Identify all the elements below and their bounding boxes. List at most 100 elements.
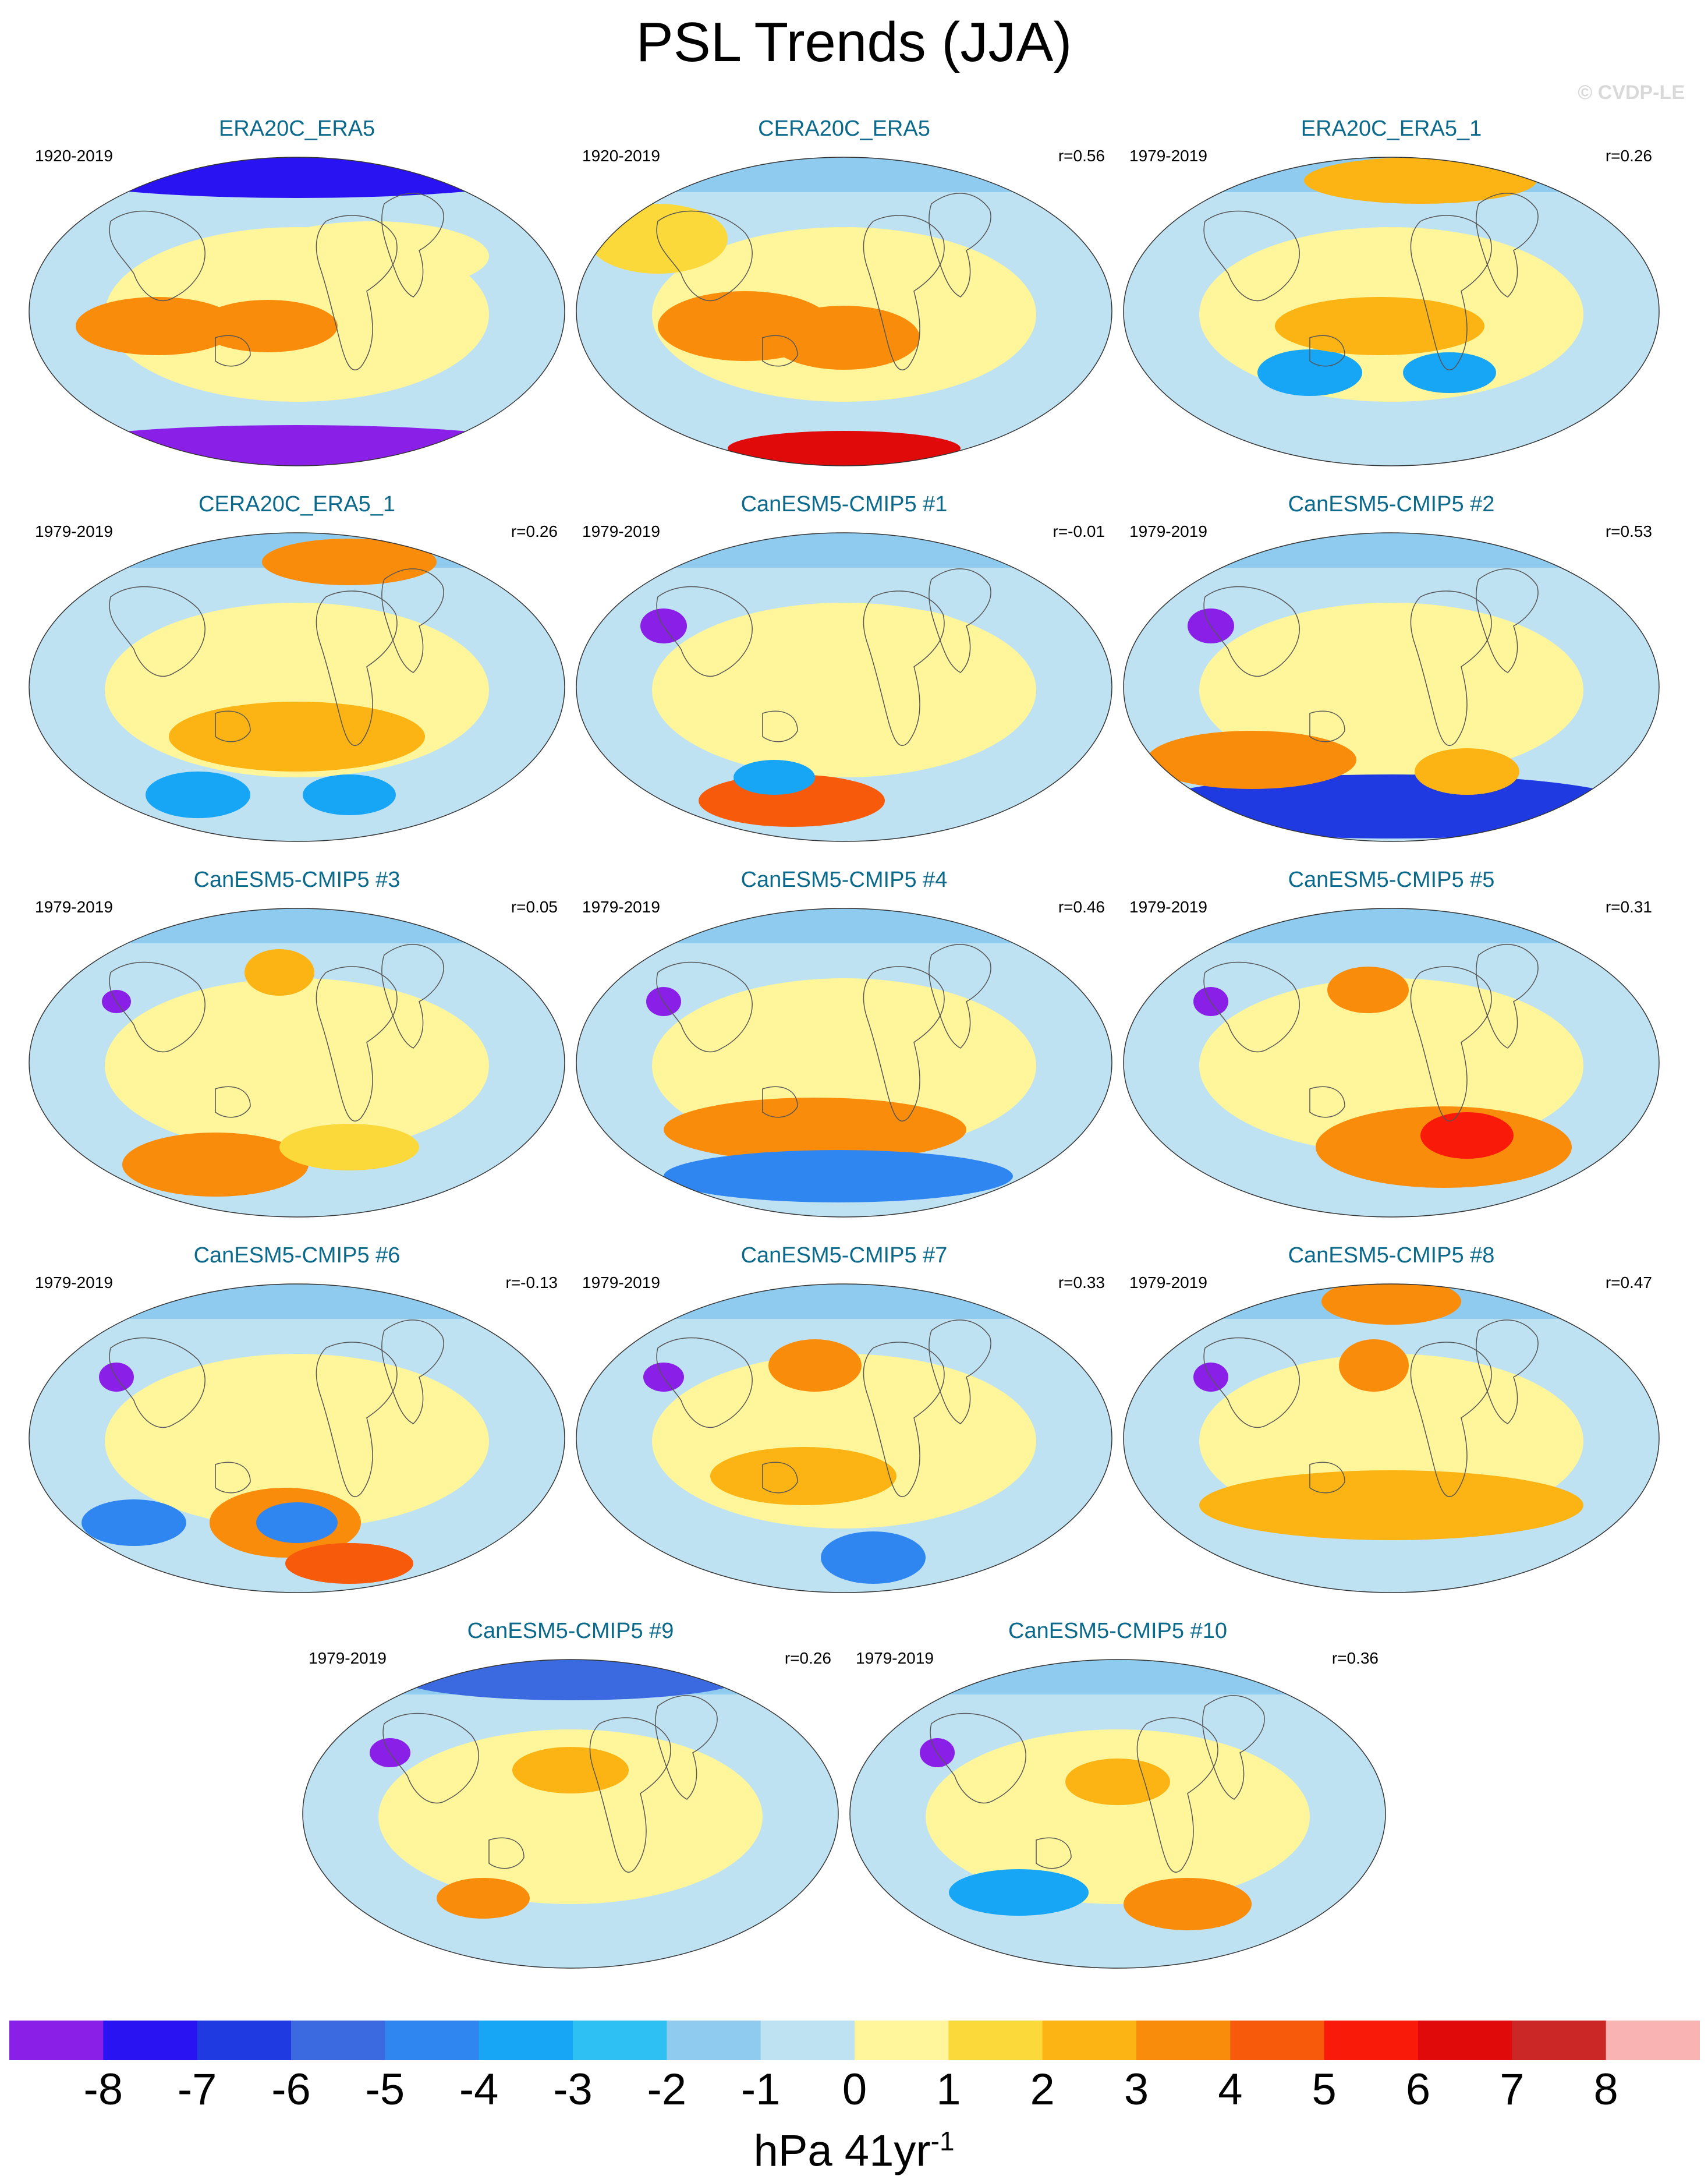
- colorbar-tick-label: 7: [1500, 2065, 1525, 2114]
- map-panel: CanESM5-CMIP5 #9 1979-2019 r=0.26: [297, 1619, 844, 1974]
- trend-anomaly: [1147, 774, 1636, 838]
- colorbar-swatch: [573, 2021, 667, 2060]
- map-outline: [1123, 532, 1660, 842]
- trend-anomaly: [827, 608, 966, 655]
- panel-years: 1979-2019: [582, 898, 660, 916]
- panel-correlation: r=0.26: [1605, 147, 1652, 165]
- map-panel: ERA20C_ERA5_1 1979-2019 r=0.26: [1118, 116, 1665, 472]
- coastline: [656, 210, 753, 302]
- trend-anomaly: [1124, 1878, 1252, 1930]
- units-label: hPa 41yr: [753, 2126, 931, 2176]
- panel-years: 1979-2019: [35, 898, 113, 916]
- trend-anomaly: [1065, 1759, 1170, 1805]
- coastline: [1203, 961, 1300, 1053]
- trend-anomaly: [396, 1660, 745, 1700]
- colorbar-tick-label: -7: [177, 2065, 217, 2114]
- panel-correlation: r=0.05: [511, 898, 558, 916]
- trend-anomaly: [146, 772, 250, 818]
- colorbar-swatch: [103, 2021, 198, 2060]
- colorbar-swatch: [385, 2021, 480, 2060]
- trend-anomaly: [244, 949, 314, 996]
- coastline: [929, 1319, 991, 1424]
- coastline: [316, 590, 398, 746]
- trend-map: [576, 532, 1112, 842]
- colorbar-tick-label: -1: [740, 2065, 781, 2114]
- coastline: [863, 215, 945, 371]
- map-panel: CanESM5-CMIP5 #7 1979-2019 r=0.33: [570, 1243, 1118, 1598]
- map-outline: [29, 908, 565, 1218]
- panel-title: CanESM5-CMIP5 #5: [1288, 868, 1495, 892]
- panel-title: CanESM5-CMIP5 #1: [740, 492, 948, 516]
- trend-map: [1123, 532, 1660, 842]
- trend-map: [576, 1283, 1112, 1593]
- trend-anomaly: [122, 1133, 309, 1197]
- coastline: [1202, 1695, 1265, 1800]
- coastline: [929, 944, 991, 1049]
- map-panel: CanESM5-CMIP5 #4 1979-2019 r=0.46: [570, 868, 1118, 1223]
- coastline: [1203, 210, 1300, 302]
- panel-years: 1979-2019: [35, 522, 113, 540]
- panel-years: 1979-2019: [582, 1273, 660, 1292]
- trend-anomaly: [76, 297, 239, 355]
- colorbar-tick-label: 1: [936, 2065, 961, 2114]
- coastline: [109, 1337, 205, 1428]
- map-outline: [29, 532, 565, 842]
- colorbar-swatch: [291, 2021, 385, 2060]
- trend-anomaly: [81, 1499, 186, 1546]
- map-panel: ERA20C_ERA5 1920-2019: [23, 116, 570, 472]
- map-panel: CanESM5-CMIP5 #1 1979-2019 r=-0.01: [570, 492, 1118, 847]
- panel-correlation: r=0.31: [1605, 898, 1652, 916]
- coastline: [215, 1462, 251, 1494]
- panel-correlation: r=0.33: [1058, 1273, 1105, 1292]
- colorbar-swatch: [948, 2021, 1043, 2060]
- panel-correlation: r=0.26: [784, 1649, 831, 1667]
- coastline: [1476, 568, 1539, 673]
- panel-title: CanESM5-CMIP5 #3: [193, 868, 401, 892]
- coastline: [930, 1713, 1026, 1804]
- map-outline: [29, 1283, 565, 1593]
- coastline: [1410, 1342, 1492, 1498]
- trend-map: [1123, 1283, 1660, 1593]
- panel-title: CanESM5-CMIP5 #2: [1288, 492, 1495, 516]
- credit-watermark: © CVDP-LE: [1578, 82, 1685, 104]
- trend-map: [29, 532, 565, 842]
- trend-anomaly: [1327, 967, 1409, 1013]
- map-outline: [576, 532, 1112, 842]
- trend-map: [302, 1659, 839, 1969]
- coastline: [656, 1337, 753, 1428]
- figure-title: PSL Trends (JJA): [636, 11, 1072, 73]
- colorbar-swatch: [1324, 2021, 1419, 2060]
- coastline: [1476, 944, 1539, 1049]
- trend-anomaly: [1420, 1112, 1514, 1159]
- trend-anomaly: [52, 157, 541, 198]
- colorbar-swatch: [1230, 2021, 1325, 2060]
- trend-map: [576, 908, 1112, 1218]
- coastline: [215, 335, 251, 367]
- coastline: [215, 1086, 251, 1118]
- colorbar-swatch: [855, 2021, 949, 2060]
- coastline: [215, 710, 251, 742]
- coastline: [1410, 590, 1492, 746]
- units-exponent: -1: [930, 2126, 955, 2156]
- panel-title: CanESM5-CMIP5 #4: [740, 868, 948, 892]
- map-outline: [576, 908, 1112, 1218]
- colorbar-tick-label: 2: [1030, 2065, 1055, 2114]
- panel-years: 1979-2019: [1129, 1273, 1207, 1292]
- coastline: [1309, 1462, 1345, 1494]
- coastline: [381, 568, 444, 673]
- coastline: [656, 961, 753, 1053]
- map-outline: [1123, 1283, 1660, 1593]
- coastline: [762, 1086, 798, 1118]
- coastline: [109, 586, 205, 677]
- colorbar-tick-label: 5: [1312, 2065, 1337, 2114]
- trend-anomaly: [285, 1543, 413, 1584]
- trend-map: [29, 1283, 565, 1593]
- coastline: [863, 966, 945, 1122]
- coastline: [762, 710, 798, 742]
- trend-anomaly: [1275, 297, 1484, 355]
- colorbar-ticks: -8 -7 -6 -5 -4 -3 -2 -1 0 1 2 3 4 5 6 7 8: [0, 2064, 1708, 2128]
- colorbar-swatch: [1418, 2021, 1512, 2060]
- colorbar-swatch: [1042, 2021, 1137, 2060]
- colorbar-tick-label: 3: [1124, 2065, 1149, 2114]
- colorbar-swatch: [1512, 2021, 1607, 2060]
